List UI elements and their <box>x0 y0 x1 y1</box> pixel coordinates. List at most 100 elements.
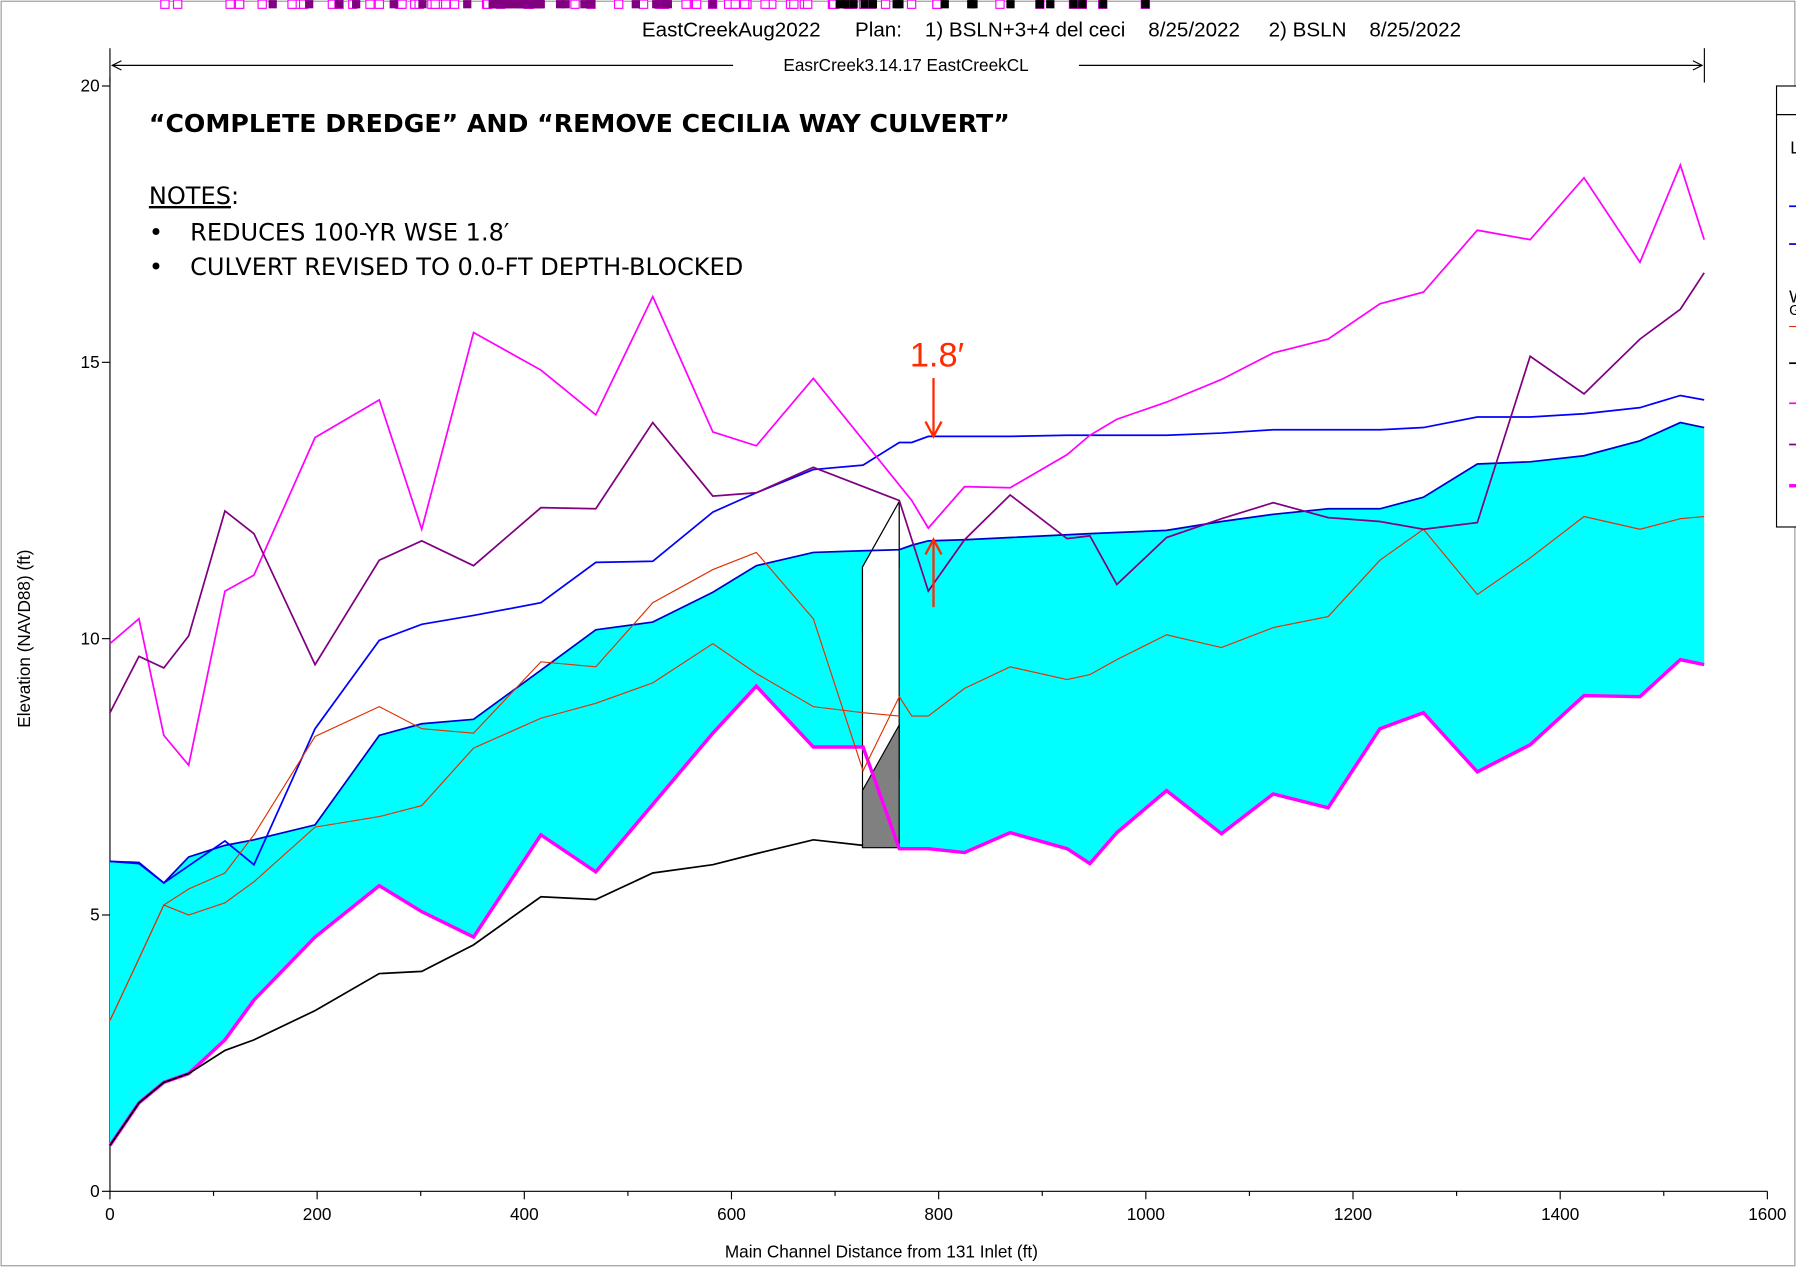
marker <box>586 0 596 9</box>
y-tick-label: 15 <box>81 352 100 372</box>
marker <box>580 0 589 9</box>
marker <box>160 0 170 9</box>
notes-heading: NOTES: <box>149 182 239 210</box>
marker <box>518 0 527 9</box>
marker <box>652 0 661 9</box>
x-tick-label: 1600 <box>1748 1204 1786 1224</box>
marker <box>868 0 878 9</box>
reach-arrow <box>1692 60 1704 71</box>
marker <box>533 0 542 9</box>
marker <box>172 0 183 9</box>
marker <box>849 0 858 9</box>
series-line <box>109 421 1705 885</box>
marker <box>739 0 750 9</box>
notes-colon: : <box>231 182 239 210</box>
legend-text: L <box>1790 138 1796 158</box>
series-line <box>109 642 900 1021</box>
x-tick-label: 600 <box>717 1204 746 1224</box>
marker <box>225 0 235 9</box>
marker <box>234 0 245 9</box>
marker <box>463 0 472 9</box>
marker <box>525 0 534 9</box>
marker <box>287 0 297 9</box>
y-tick-label: 20 <box>81 76 100 96</box>
x-tick-label: 0 <box>105 1204 115 1224</box>
marker <box>1078 0 1087 9</box>
marker <box>835 0 844 9</box>
series-line <box>109 162 1705 768</box>
marker <box>940 0 949 9</box>
series-line <box>108 657 1705 1147</box>
marker <box>430 0 440 9</box>
series-group <box>108 0 1705 1147</box>
marker <box>305 0 314 9</box>
x-tick-label: 200 <box>303 1204 332 1224</box>
marker <box>906 0 917 9</box>
heading: “COMPLETE DREDGE” AND “REMOVE CECILIA WA… <box>149 109 1010 138</box>
marker <box>1069 0 1078 9</box>
marker <box>789 0 799 9</box>
marker <box>1035 0 1044 9</box>
series-line <box>109 272 1705 714</box>
y-tick-label: 0 <box>90 1181 100 1201</box>
x-axis-label: Main Channel Distance from 131 Inlet (ft… <box>725 1242 1038 1262</box>
marker <box>555 0 565 9</box>
bullet: • <box>149 219 163 247</box>
marker <box>681 0 691 9</box>
marker <box>374 0 385 9</box>
marker <box>995 0 1005 9</box>
reach-arrow <box>110 60 122 71</box>
marker <box>760 0 770 9</box>
x-tick-label: 1400 <box>1541 1204 1579 1224</box>
arrow-head <box>924 421 943 439</box>
legend-lines <box>1789 205 1796 488</box>
x-tick-label: 800 <box>924 1204 953 1224</box>
bullet: • <box>149 253 163 281</box>
culvert <box>861 499 900 849</box>
chart-title: EastCreekAug2022 Plan: 1) BSLN+3+4 del c… <box>642 19 1461 42</box>
marker <box>352 0 361 9</box>
annotation-arrows <box>924 378 943 608</box>
y-tick-label: 10 <box>81 628 100 648</box>
marker <box>389 0 398 9</box>
marker <box>1098 0 1107 9</box>
marker <box>397 0 407 9</box>
marker <box>1141 0 1150 9</box>
marker <box>613 0 624 9</box>
marker <box>257 0 267 9</box>
marker <box>860 0 869 9</box>
marker <box>490 0 499 9</box>
series-line <box>109 394 1705 884</box>
plot-area: 0 200 400 600 800 1000 1200 1400 1600 0 5 10 15 20 Mai… <box>14 76 1787 1262</box>
marker <box>708 0 717 9</box>
x-tick-label: 1000 <box>1127 1204 1165 1224</box>
legend-box <box>1775 85 1796 528</box>
reach-label: EasrCreek3.14.17 EastCreekCL <box>783 55 1028 75</box>
marker <box>365 0 375 9</box>
marker <box>631 0 640 9</box>
x-tick-label: 1200 <box>1334 1204 1372 1224</box>
marker <box>1046 0 1055 9</box>
marker <box>895 0 904 9</box>
marker <box>730 0 740 9</box>
y-tick-label: 5 <box>90 905 100 925</box>
x-tick-label: 400 <box>510 1204 539 1224</box>
y-axis-label: Elevation (NAVD88) (ft) <box>14 550 34 728</box>
marker <box>638 0 649 9</box>
legend-text: W <box>1789 286 1796 306</box>
notes-label: NOTES <box>149 182 231 210</box>
marker <box>1006 0 1015 9</box>
note: CULVERT REVISED TO 0.0-FT DEPTH-BLOCKED <box>190 253 743 281</box>
legend-text: G <box>1789 303 1796 319</box>
marker <box>504 0 513 9</box>
marker <box>440 0 451 9</box>
marker <box>802 0 813 9</box>
arrow-head <box>924 537 943 556</box>
marker <box>570 0 580 9</box>
marker <box>268 0 277 9</box>
marker <box>561 0 570 9</box>
marker <box>418 0 427 9</box>
marker <box>880 0 891 9</box>
marker <box>660 0 669 9</box>
